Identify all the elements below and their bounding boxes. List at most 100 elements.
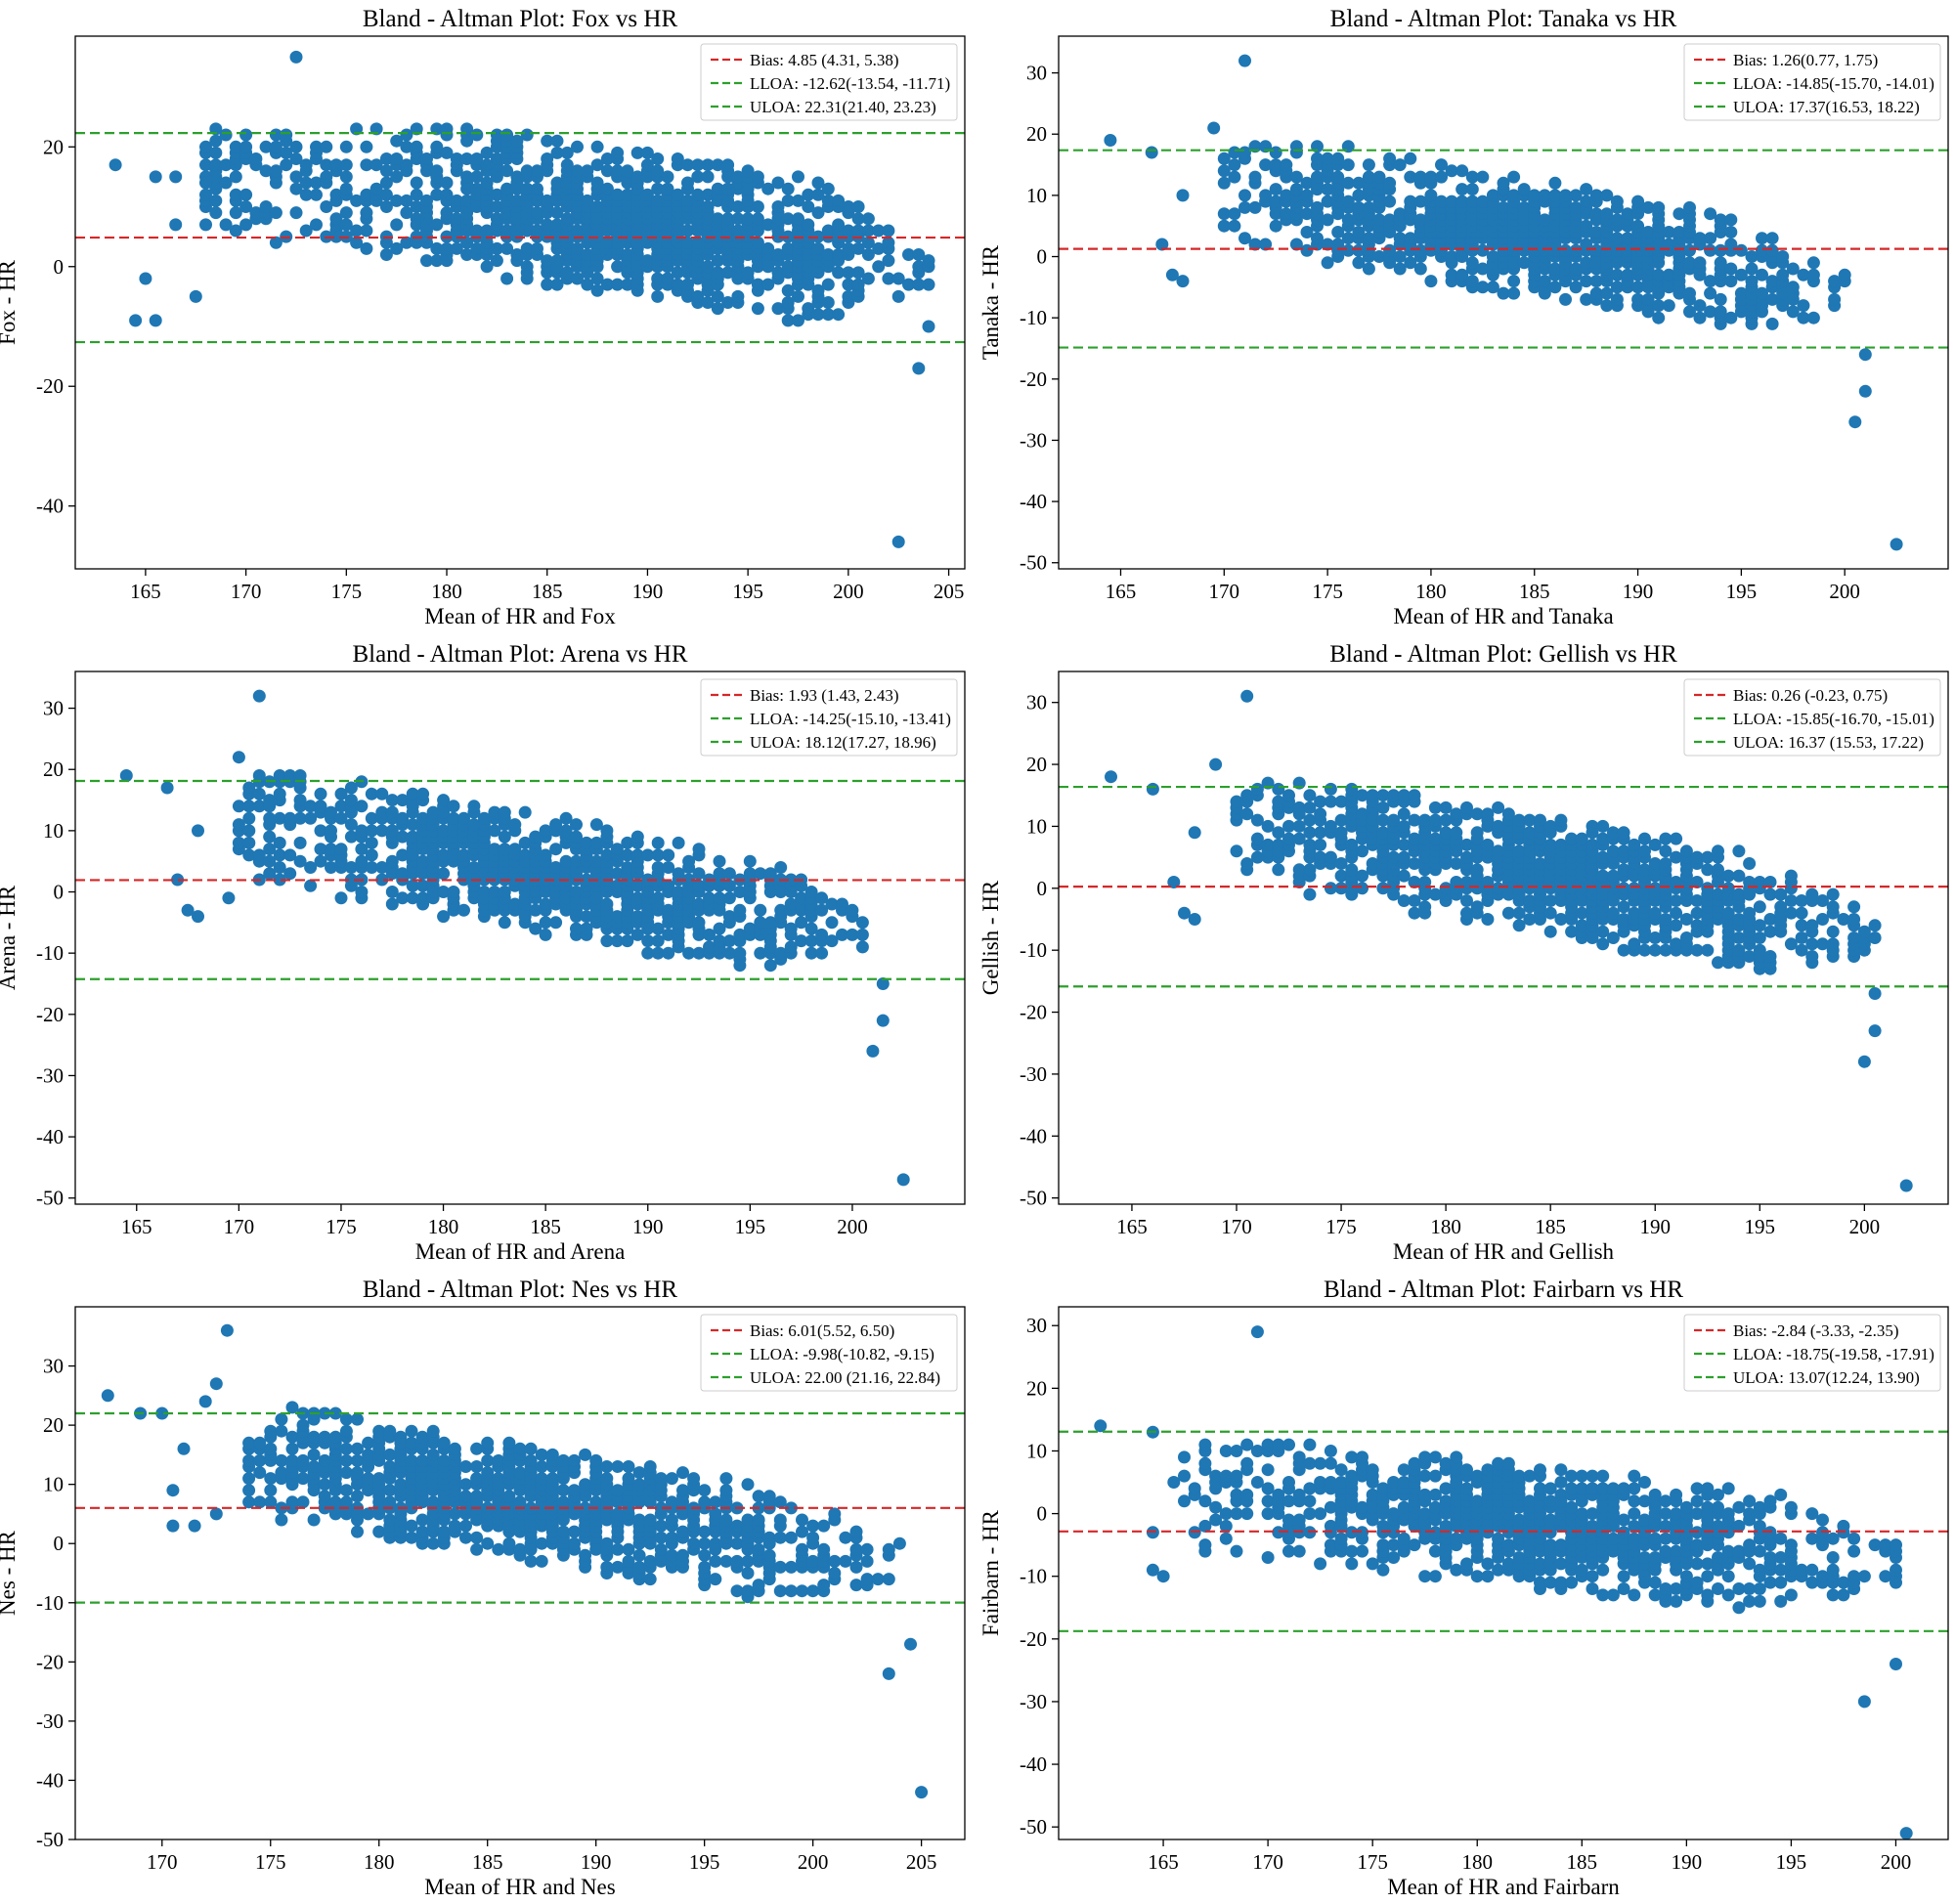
legend: Bias: 4.85 (4.31, 5.38)LLOA: -12.62(-13.… <box>700 43 958 121</box>
data-point <box>731 170 745 184</box>
data-point <box>1621 232 1634 245</box>
data-point <box>139 272 152 285</box>
data-point <box>1517 256 1531 270</box>
data-point <box>109 158 122 172</box>
data-point <box>1600 207 1614 221</box>
data-point <box>630 848 644 862</box>
y-tick-label: -40 <box>1020 1753 1047 1776</box>
data-point <box>1753 1594 1766 1608</box>
data-point <box>1580 195 1593 208</box>
x-tick-label: 180 <box>1415 580 1447 603</box>
data-point <box>691 188 705 201</box>
data-point <box>1628 906 1641 920</box>
data-point <box>600 1536 614 1550</box>
data-point <box>379 188 393 201</box>
data-point <box>379 152 393 165</box>
data-point <box>1786 305 1800 319</box>
data-point <box>149 170 162 184</box>
data-point <box>355 800 369 813</box>
data-point <box>1899 1827 1913 1840</box>
data-point <box>550 278 564 291</box>
data-point <box>253 1436 267 1450</box>
data-point <box>1724 226 1738 238</box>
data-point <box>1303 1438 1317 1451</box>
x-tick-label: 190 <box>632 1215 664 1238</box>
data-point <box>232 836 245 849</box>
data-point <box>1492 844 1505 858</box>
data-point <box>549 843 563 856</box>
data-point <box>1589 243 1603 257</box>
data-point <box>1679 844 1693 858</box>
data-point <box>1712 863 1724 877</box>
x-tick-label: 170 <box>1221 1215 1252 1238</box>
data-point <box>1858 348 1872 362</box>
data-point <box>781 212 795 226</box>
data-point <box>1321 238 1334 251</box>
data-point <box>1397 894 1411 907</box>
y-tick-label: -20 <box>1020 1627 1047 1651</box>
y-tick-label: 30 <box>1026 691 1047 714</box>
data-point <box>682 854 696 868</box>
y-tick-label: 20 <box>43 757 64 781</box>
data-point <box>289 140 303 153</box>
data-point <box>430 241 444 255</box>
data-point <box>654 1531 668 1544</box>
data-point <box>1366 789 1379 802</box>
data-point <box>1857 1055 1871 1068</box>
data-point <box>806 1519 820 1533</box>
data-point <box>1714 213 1727 227</box>
data-point <box>1580 219 1593 233</box>
data-point <box>1745 262 1759 276</box>
data-point <box>1387 813 1401 827</box>
data-point <box>1690 943 1704 957</box>
data-point <box>600 236 614 249</box>
y-tick-label: 0 <box>1037 245 1048 269</box>
data-point <box>722 946 736 960</box>
data-point <box>339 1424 353 1438</box>
data-point <box>420 152 433 165</box>
data-point <box>590 176 604 190</box>
data-point <box>1228 170 1241 184</box>
data-point <box>560 266 574 280</box>
data-point <box>892 1536 906 1550</box>
data-point <box>396 830 410 844</box>
data-point <box>498 843 511 856</box>
data-point <box>579 1448 592 1461</box>
data-point <box>651 182 665 195</box>
data-point <box>1460 894 1473 907</box>
data-point <box>334 800 348 813</box>
data-point <box>836 928 848 941</box>
data-point <box>1352 176 1366 190</box>
data-point <box>351 1525 364 1538</box>
data-point <box>529 903 543 917</box>
data-point <box>1321 195 1334 208</box>
data-point <box>754 867 767 881</box>
data-point <box>1763 876 1777 888</box>
y-tick-label: 10 <box>43 819 64 843</box>
data-point <box>846 903 859 917</box>
data-point <box>1345 1557 1359 1571</box>
data-point <box>1217 164 1231 178</box>
data-point <box>610 867 624 881</box>
data-point <box>1714 243 1727 257</box>
data-point <box>1240 857 1254 870</box>
x-tick-label: 165 <box>130 580 161 603</box>
y-tick-label: 20 <box>43 135 64 158</box>
data-point <box>580 922 593 935</box>
data-point <box>821 278 835 291</box>
data-point <box>229 206 242 220</box>
data-point <box>480 224 494 238</box>
data-point <box>242 824 256 838</box>
data-point <box>855 916 869 930</box>
data-point <box>1331 238 1345 251</box>
data-point <box>385 805 399 819</box>
data-point <box>410 200 423 213</box>
data-point <box>1734 243 1748 257</box>
data-point <box>1617 882 1630 895</box>
data-point <box>1476 243 1490 257</box>
data-point <box>296 1495 310 1509</box>
data-point <box>1404 195 1417 208</box>
data-point <box>1352 200 1366 214</box>
data-point <box>535 1448 548 1461</box>
data-point <box>390 241 404 255</box>
